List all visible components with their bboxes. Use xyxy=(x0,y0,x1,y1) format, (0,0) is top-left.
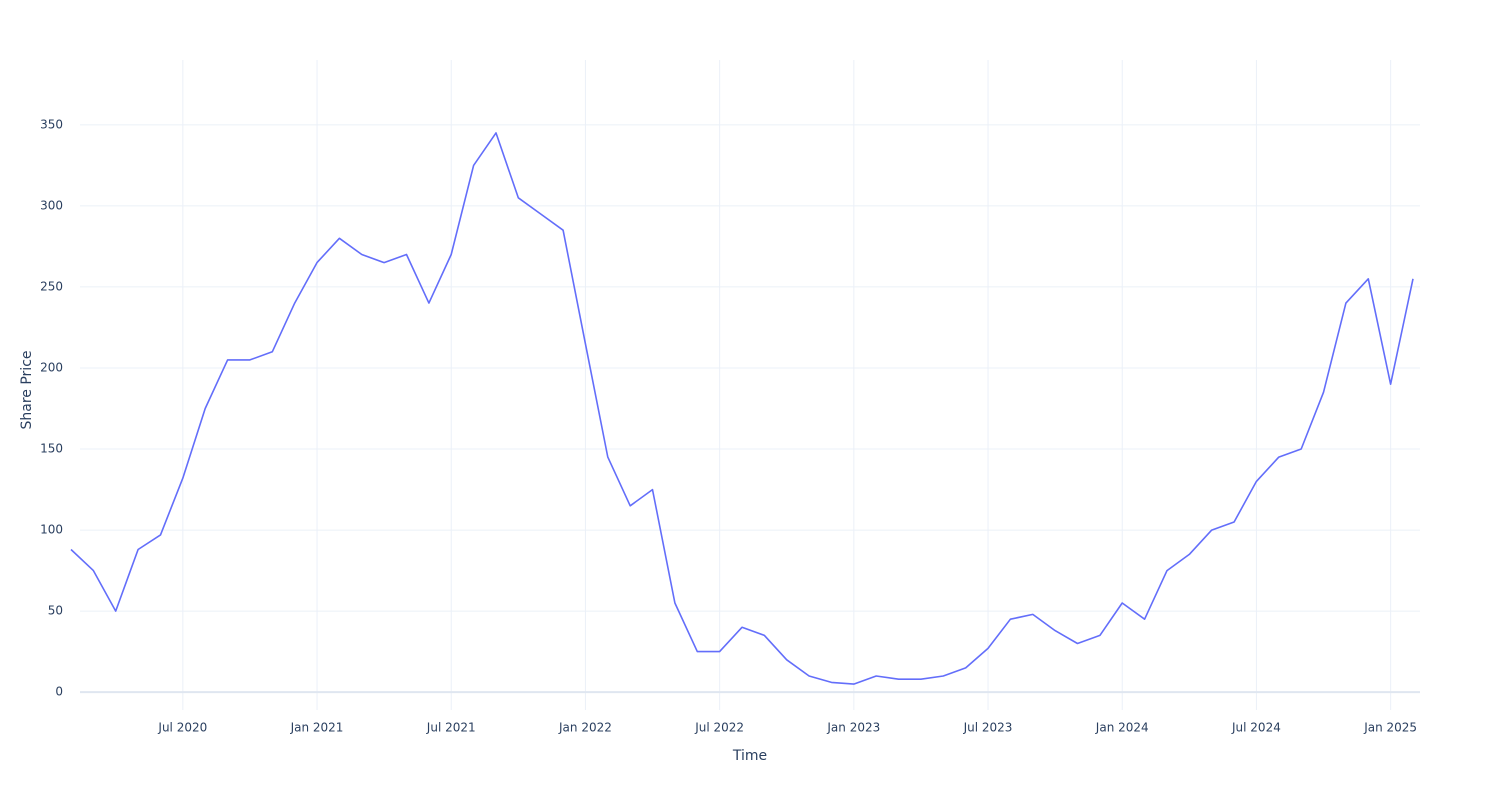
y-axis-title: Share Price xyxy=(19,350,35,429)
y-tick-label: 200 xyxy=(40,360,63,374)
x-tick-label: Jan 2024 xyxy=(1095,721,1149,735)
x-tick-label: Jan 2023 xyxy=(826,721,880,735)
y-tick-label: 350 xyxy=(40,117,63,131)
y-tick-label: 100 xyxy=(40,523,63,537)
x-tick-label: Jan 2021 xyxy=(290,721,344,735)
x-tick-label: Jul 2021 xyxy=(426,721,476,735)
y-tick-label: 250 xyxy=(40,279,63,293)
x-tick-label: Jul 2022 xyxy=(694,721,744,735)
x-tick-label: Jan 2025 xyxy=(1363,721,1417,735)
x-tick-label: Jul 2023 xyxy=(963,721,1013,735)
x-tick-label: Jul 2024 xyxy=(1231,721,1281,735)
y-tick-label: 300 xyxy=(40,198,63,212)
y-tick-label: 0 xyxy=(55,685,63,699)
x-tick-label: Jul 2020 xyxy=(157,721,207,735)
y-tick-label: 50 xyxy=(48,604,63,618)
y-tick-label: 150 xyxy=(40,442,63,456)
x-tick-label: Jan 2022 xyxy=(558,721,612,735)
price-line xyxy=(70,132,1414,685)
x-axis-title: Time xyxy=(732,748,767,764)
